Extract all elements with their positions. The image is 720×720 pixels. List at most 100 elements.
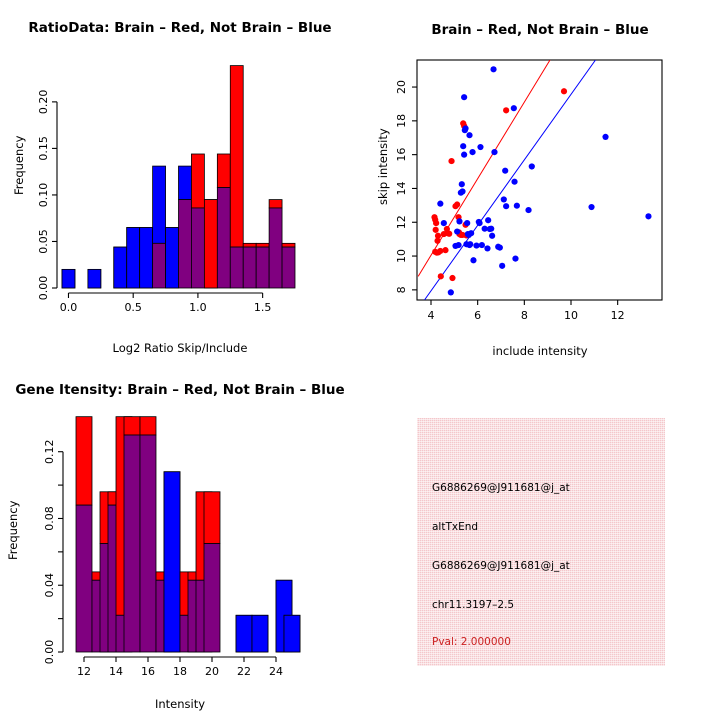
scatter-point [448, 157, 455, 165]
y-axis: 0.00 0.05 0.10 0.15 0.20 [37, 90, 58, 300]
y-tick-label: 8 [395, 286, 408, 293]
gene-histogram-xlabel: Intensity [154, 697, 206, 711]
hist-bar-segment [87, 268, 102, 289]
hist-bar-segment [281, 242, 296, 248]
hist-bar-segment [163, 471, 181, 653]
scatter-point [434, 232, 442, 239]
ratio-histogram-plot: 0.00 0.05 0.10 0.15 0.20 0.0 0.5 1.0 1.5 [0, 0, 360, 330]
hist-bar-overlap [216, 187, 231, 289]
scatter-point [473, 242, 480, 249]
hist-bars [61, 65, 296, 289]
scatter-point [468, 230, 475, 237]
scatter-point [528, 163, 535, 170]
scatter-point [462, 125, 469, 132]
scatter-point [467, 241, 474, 248]
hist-bar-segment [113, 246, 128, 289]
hist-bar-overlap [242, 246, 257, 289]
gene-histogram-plot: 0.00 0.04 0.08 0.12 12 14 16 18 20 22 24 [0, 360, 360, 690]
scatter-point [454, 201, 461, 208]
scatter-point [455, 241, 462, 249]
y-tick-label: 0.08 [43, 506, 56, 531]
y-tick-label: 0.10 [37, 183, 50, 208]
scatter-point [588, 203, 595, 211]
hist-bar-overlap [268, 207, 283, 289]
hist-bar-segment [139, 227, 154, 289]
annotation-pvalue: Pval: 2.000000 [432, 636, 511, 648]
gene-histogram-title: Gene Itensity: Brain – Red, Not Brain – … [15, 382, 345, 398]
panel-ratio-histogram: RatioData: Brain – Red, Not Brain – Blue… [0, 0, 360, 360]
scatter-point [433, 219, 440, 227]
hist-bar-segment [178, 165, 192, 200]
x-axis: 12 14 16 18 20 22 24 [77, 656, 283, 678]
x-axis: 0.0 0.5 1.0 1.5 [60, 292, 271, 314]
x-tick-label: 20 [205, 665, 219, 678]
scatter-point [432, 226, 439, 233]
hist-bar-segment [61, 268, 76, 289]
hist-bar-segment [75, 416, 93, 506]
scatter-points [431, 66, 652, 296]
x-tick-label: 12 [611, 309, 625, 322]
scatter-point [470, 257, 477, 264]
scatter-point [477, 143, 484, 151]
hist-bar-segment [268, 199, 283, 209]
x-tick-label: 8 [521, 309, 528, 322]
hist-bar-overlap [281, 246, 296, 289]
y-tick-label: 20 [395, 80, 408, 94]
scatter-point [434, 237, 441, 244]
scatter-point [481, 225, 488, 232]
x-axis: 4 6 8 10 12 [428, 300, 625, 322]
scatter-point [454, 228, 461, 235]
panel-gene-annotation: G6886269@J911681@j_at altTxEnd G6886269@… [360, 360, 720, 720]
scatter-point [464, 219, 471, 227]
ratio-histogram-xlabel: Log2 Ratio Skip/Include [112, 341, 248, 355]
hist-bar-segment [123, 416, 141, 436]
scatter-point [461, 94, 468, 101]
hist-bar-overlap [139, 434, 157, 653]
scatter-plot: 8 10 12 14 16 18 20 4 6 8 10 12 [360, 0, 720, 330]
scatter-point [460, 143, 467, 150]
scatter-point [476, 219, 483, 227]
scatter-point [511, 178, 518, 185]
panel-intensity-scatter: Brain – Red, Not Brain – Blue include in… [360, 0, 720, 360]
y-tick-label: 0.15 [37, 136, 50, 161]
hist-bar-overlap [152, 242, 166, 289]
scatter-xlabel: include intensity [492, 344, 588, 358]
scatter-point [442, 247, 449, 254]
hist-bar-overlap [255, 246, 270, 289]
y-tick-label: 0.20 [37, 90, 50, 115]
x-tick-label: 0.0 [60, 301, 78, 314]
scatter-point [513, 202, 520, 209]
x-tick-label: 6 [474, 309, 481, 322]
scatter-point [437, 200, 444, 207]
x-tick-label: 16 [141, 665, 155, 678]
fit-line-blue-fit [424, 60, 596, 300]
y-tick-label: 0.00 [43, 640, 56, 665]
scatter-point [446, 230, 453, 237]
annotation-line-1: G6886269@J911681@j_at [432, 482, 570, 494]
hist-bar-segment [235, 614, 253, 653]
scatter-point [512, 255, 519, 262]
scatter-point [491, 149, 498, 156]
y-tick-label: 16 [395, 148, 408, 162]
y-tick-label: 0.12 [43, 439, 56, 464]
hist-bar-overlap [178, 199, 192, 289]
scatter-point [489, 232, 496, 239]
fit-lines [417, 60, 596, 300]
scatter-point [499, 262, 506, 269]
scatter-point [503, 107, 510, 114]
plot-frame [416, 59, 663, 301]
hist-bar-segment [216, 153, 231, 188]
annotation-line-3: G6886269@J911681@j_at [432, 560, 570, 572]
scatter-point [440, 219, 447, 227]
scatter-point [478, 241, 485, 249]
x-tick-label: 14 [109, 665, 123, 678]
scatter-point [510, 105, 517, 112]
scatter-point [437, 247, 444, 255]
hist-bar-segment [203, 199, 218, 289]
hist-bar-segment [152, 165, 166, 244]
scatter-point [461, 151, 468, 158]
hist-bar-segment [126, 227, 141, 289]
scatter-point [447, 289, 454, 296]
scatter-point [484, 245, 491, 252]
